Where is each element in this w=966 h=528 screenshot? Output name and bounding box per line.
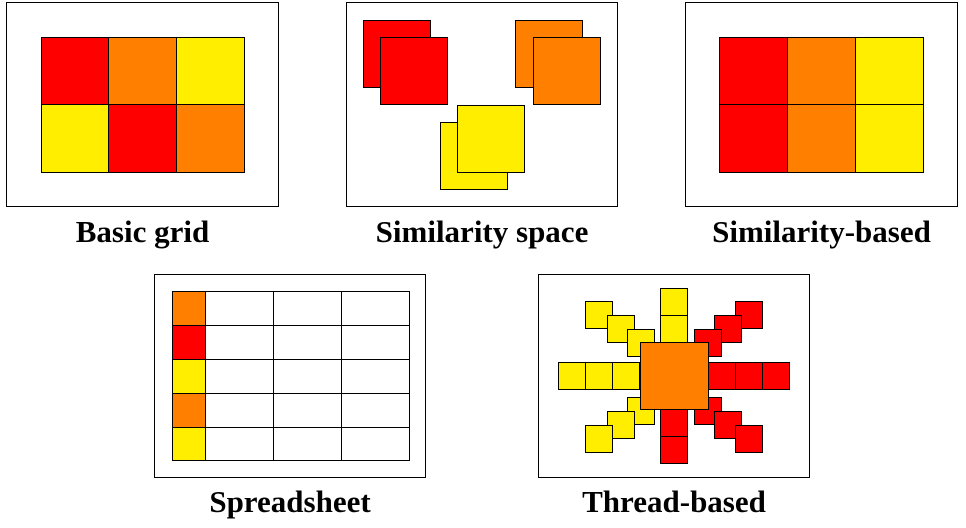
yellow-stack-front [457,105,525,173]
similarity-space-caption: Similarity space [375,214,589,249]
grid-cell [108,104,177,173]
thread-square [558,362,586,390]
spreadsheet-cell [273,325,342,360]
grid-cell [855,104,924,173]
thread-square [660,409,688,437]
grid-cell [855,37,924,105]
spreadsheet-cell [205,427,274,461]
grid-cell [787,37,856,105]
grid-cell [719,37,788,105]
spreadsheet-cell [341,359,410,394]
similarity-based-caption: Similarity-based [712,214,931,249]
spreadsheet-panel [154,274,426,478]
spreadsheet-cell [205,393,274,428]
grid-cell [41,37,109,105]
thread-based-caption: Thread-based [582,484,766,519]
spreadsheet-cell [341,393,410,428]
thread-square [735,362,763,390]
thread-square [735,425,763,453]
spreadsheet-cell [273,393,342,428]
basic-grid-caption: Basic grid [75,214,210,249]
thread-square [708,362,736,390]
spreadsheet-cell [341,427,410,461]
spreadsheet-cell [205,359,274,394]
orange-stack-front [533,37,601,105]
color-cell [172,393,206,428]
thread-square [660,288,688,316]
thread-square [762,362,790,390]
spreadsheet-cell [341,291,410,326]
red-stack-front [380,37,448,105]
color-cell [172,325,206,360]
color-cell [172,359,206,394]
spreadsheet-cell [205,291,274,326]
color-cell [172,427,206,461]
thread-square [585,425,613,453]
basic-grid-panel [6,2,279,207]
similarity-based-panel [685,2,958,207]
grid-cell [787,104,856,173]
thread-square [612,362,640,390]
grid-cell [719,104,788,173]
spreadsheet-cell [273,359,342,394]
thread-center-square [640,342,709,410]
spreadsheet-cell [273,291,342,326]
spreadsheet-caption: Spreadsheet [209,484,371,519]
grid-cell [41,104,109,173]
grid-cell [176,104,245,173]
spreadsheet-cell [273,427,342,461]
thread-square [660,315,688,343]
color-cell [172,291,206,326]
thread-based-panel [538,274,810,478]
similarity-space-panel [346,2,618,207]
thread-square [660,436,688,464]
spreadsheet-cell [205,325,274,360]
thread-square [585,362,613,390]
grid-cell [108,37,177,105]
grid-cell [176,37,245,105]
spreadsheet-cell [341,325,410,360]
